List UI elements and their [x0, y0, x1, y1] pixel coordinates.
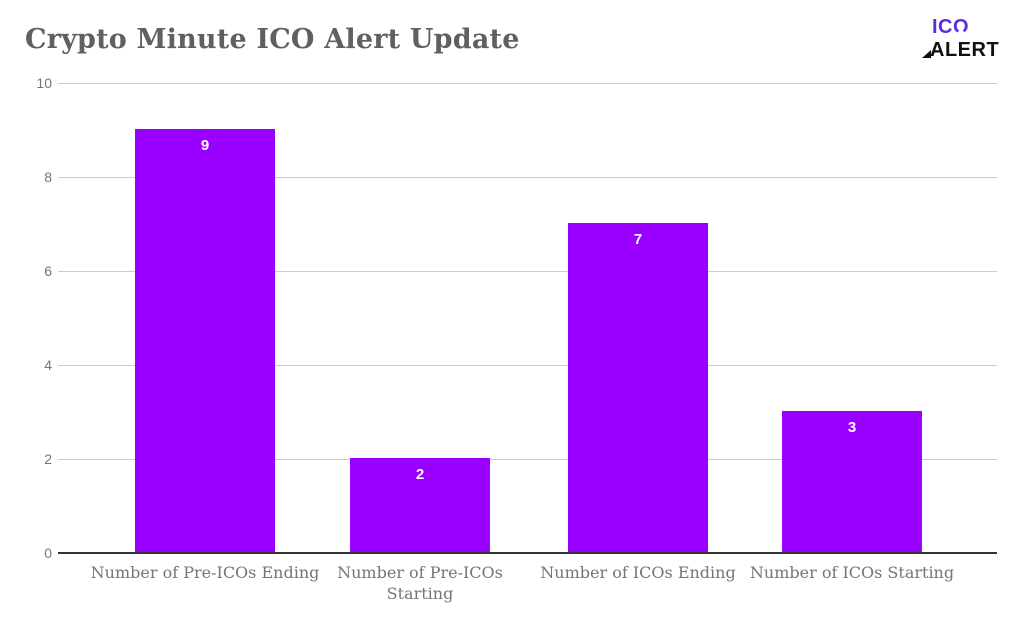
bar-value-label: 9 — [200, 137, 210, 154]
bar-value-label: 3 — [847, 419, 857, 436]
x-category-label: Number of Pre-ICOs Ending — [90, 563, 320, 582]
chart-title: Crypto Minute ICO Alert Update — [25, 24, 520, 55]
bar-value-label: 7 — [633, 231, 643, 248]
bar-icos-ending: 7 — [568, 223, 708, 552]
logo-alert-text: ALERT — [922, 40, 1014, 60]
logo-ico-text: ICO — [932, 16, 970, 38]
logo-flag-icon — [922, 50, 931, 58]
bar-pre-icos-starting: 2 — [350, 458, 490, 552]
y-tick-10: 10 — [36, 75, 52, 91]
y-tick-4: 4 — [44, 357, 52, 373]
gridline-6 — [58, 271, 997, 272]
gridline-2 — [58, 459, 997, 460]
y-tick-2: 2 — [44, 451, 52, 467]
logo-bell-o-icon: O — [953, 16, 970, 38]
gridline-10 — [58, 83, 997, 84]
x-category-label: Number of ICOs Ending — [540, 563, 736, 582]
bar-value-label: 2 — [415, 466, 425, 483]
bar-pre-icos-ending: 9 — [135, 129, 275, 552]
gridline-4 — [58, 365, 997, 366]
x-category-label: Number of ICOs Starting — [749, 563, 955, 582]
x-axis-baseline — [58, 552, 997, 554]
y-tick-6: 6 — [44, 263, 52, 279]
bar-icos-starting: 3 — [782, 411, 922, 552]
plot-area: 9 2 7 3 — [58, 83, 997, 554]
y-tick-8: 8 — [44, 169, 52, 185]
ico-alert-logo: ICO ALERT — [922, 17, 1014, 60]
x-category-label: Number of Pre-ICOs Starting — [337, 563, 503, 603]
gridline-8 — [58, 177, 997, 178]
y-tick-0: 0 — [44, 545, 52, 561]
